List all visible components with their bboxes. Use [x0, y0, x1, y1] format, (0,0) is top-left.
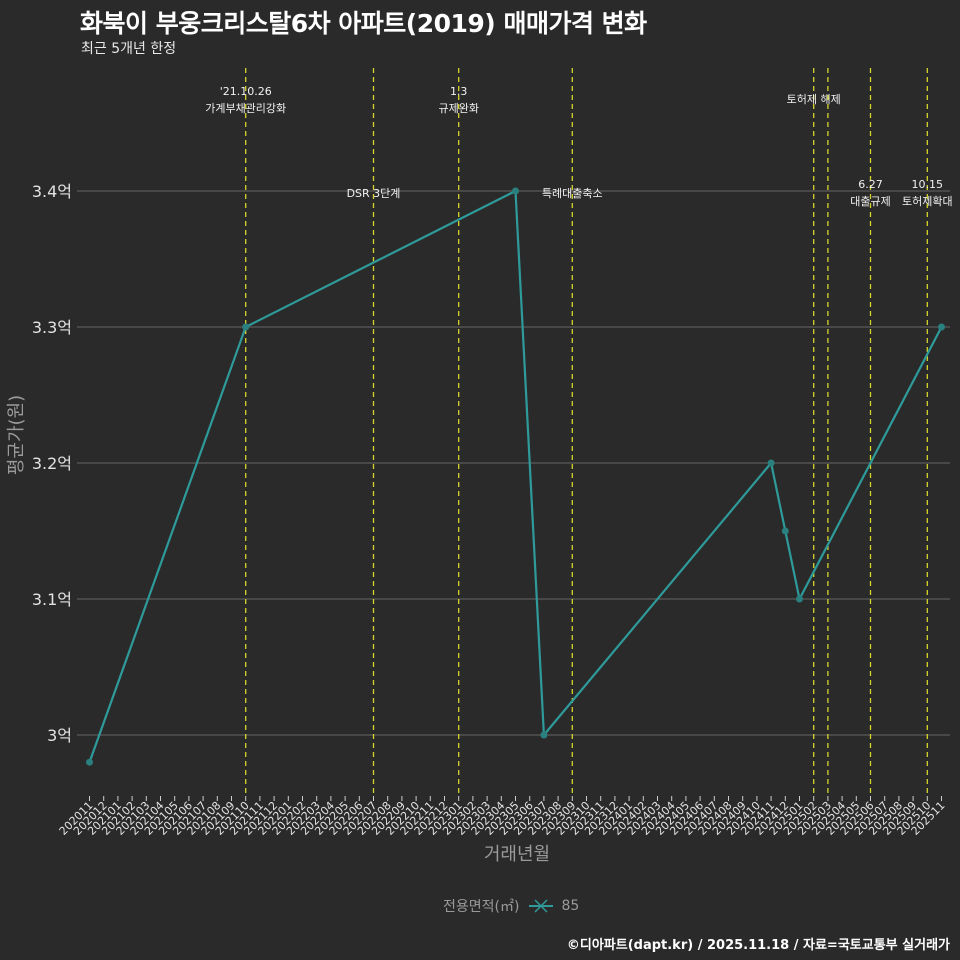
y-tick-label: 3.2억: [32, 454, 72, 473]
event-annotation: DSR 3단계: [347, 187, 401, 200]
y-tick-label: 3.4억: [32, 182, 72, 201]
legend-item-85: 85: [561, 898, 580, 914]
data-point: [796, 595, 803, 603]
y-tick-label: 3억: [47, 726, 72, 745]
event-annotation: 가계부채관리강화: [205, 102, 286, 115]
event-annotation: 대출규제: [850, 195, 890, 208]
x-axis-title: 거래년월: [484, 844, 550, 865]
y-tick-label: 3.1억: [32, 590, 72, 609]
event-annotation: 1.3: [450, 85, 468, 98]
data-point: [781, 527, 789, 535]
source-footer: ©디아파트(dapt.kr) / 2025.11.18 / 자료=국토교통부 실…: [566, 938, 950, 953]
price-series: [86, 187, 945, 766]
event-annotation: 규제완화: [438, 102, 478, 115]
y-axis-title: 평균가(원): [6, 395, 27, 475]
data-point: [767, 459, 775, 467]
event-annotation: 10.15: [912, 178, 944, 191]
event-annotation: 토허제 해제: [787, 92, 841, 106]
y-axis-ticks: 3.4억 3.3억 3.2억 3.1억 3억: [32, 182, 72, 745]
chart-subtitle: 최근 5개년 한정: [81, 41, 177, 57]
legend: 전용면적(㎡) 85: [443, 896, 579, 916]
event-annotation: 토허제확대: [902, 195, 953, 208]
data-point: [86, 758, 93, 766]
y-tick-label: 3.3억: [32, 318, 72, 337]
event-annotation: '21.10.26: [220, 85, 272, 98]
legend-title: 전용면적(㎡): [443, 899, 520, 915]
event-annotation: 특례대출축소: [542, 187, 603, 200]
event-annotation: 6.27: [858, 178, 883, 191]
y-gridlines: [77, 190, 950, 736]
data-point: [938, 323, 945, 331]
data-point: [540, 731, 548, 739]
series-line-85: [88, 189, 943, 763]
data-point: [242, 323, 250, 331]
data-point: [512, 187, 519, 195]
legend-key-icon: [529, 899, 554, 913]
x-axis-ticks: 2020112020122021012021022021032021042021…: [57, 796, 948, 838]
chart-title: 화북이 부웅크리스탈6차 아파트(2019) 매매가격 변화: [80, 9, 647, 38]
